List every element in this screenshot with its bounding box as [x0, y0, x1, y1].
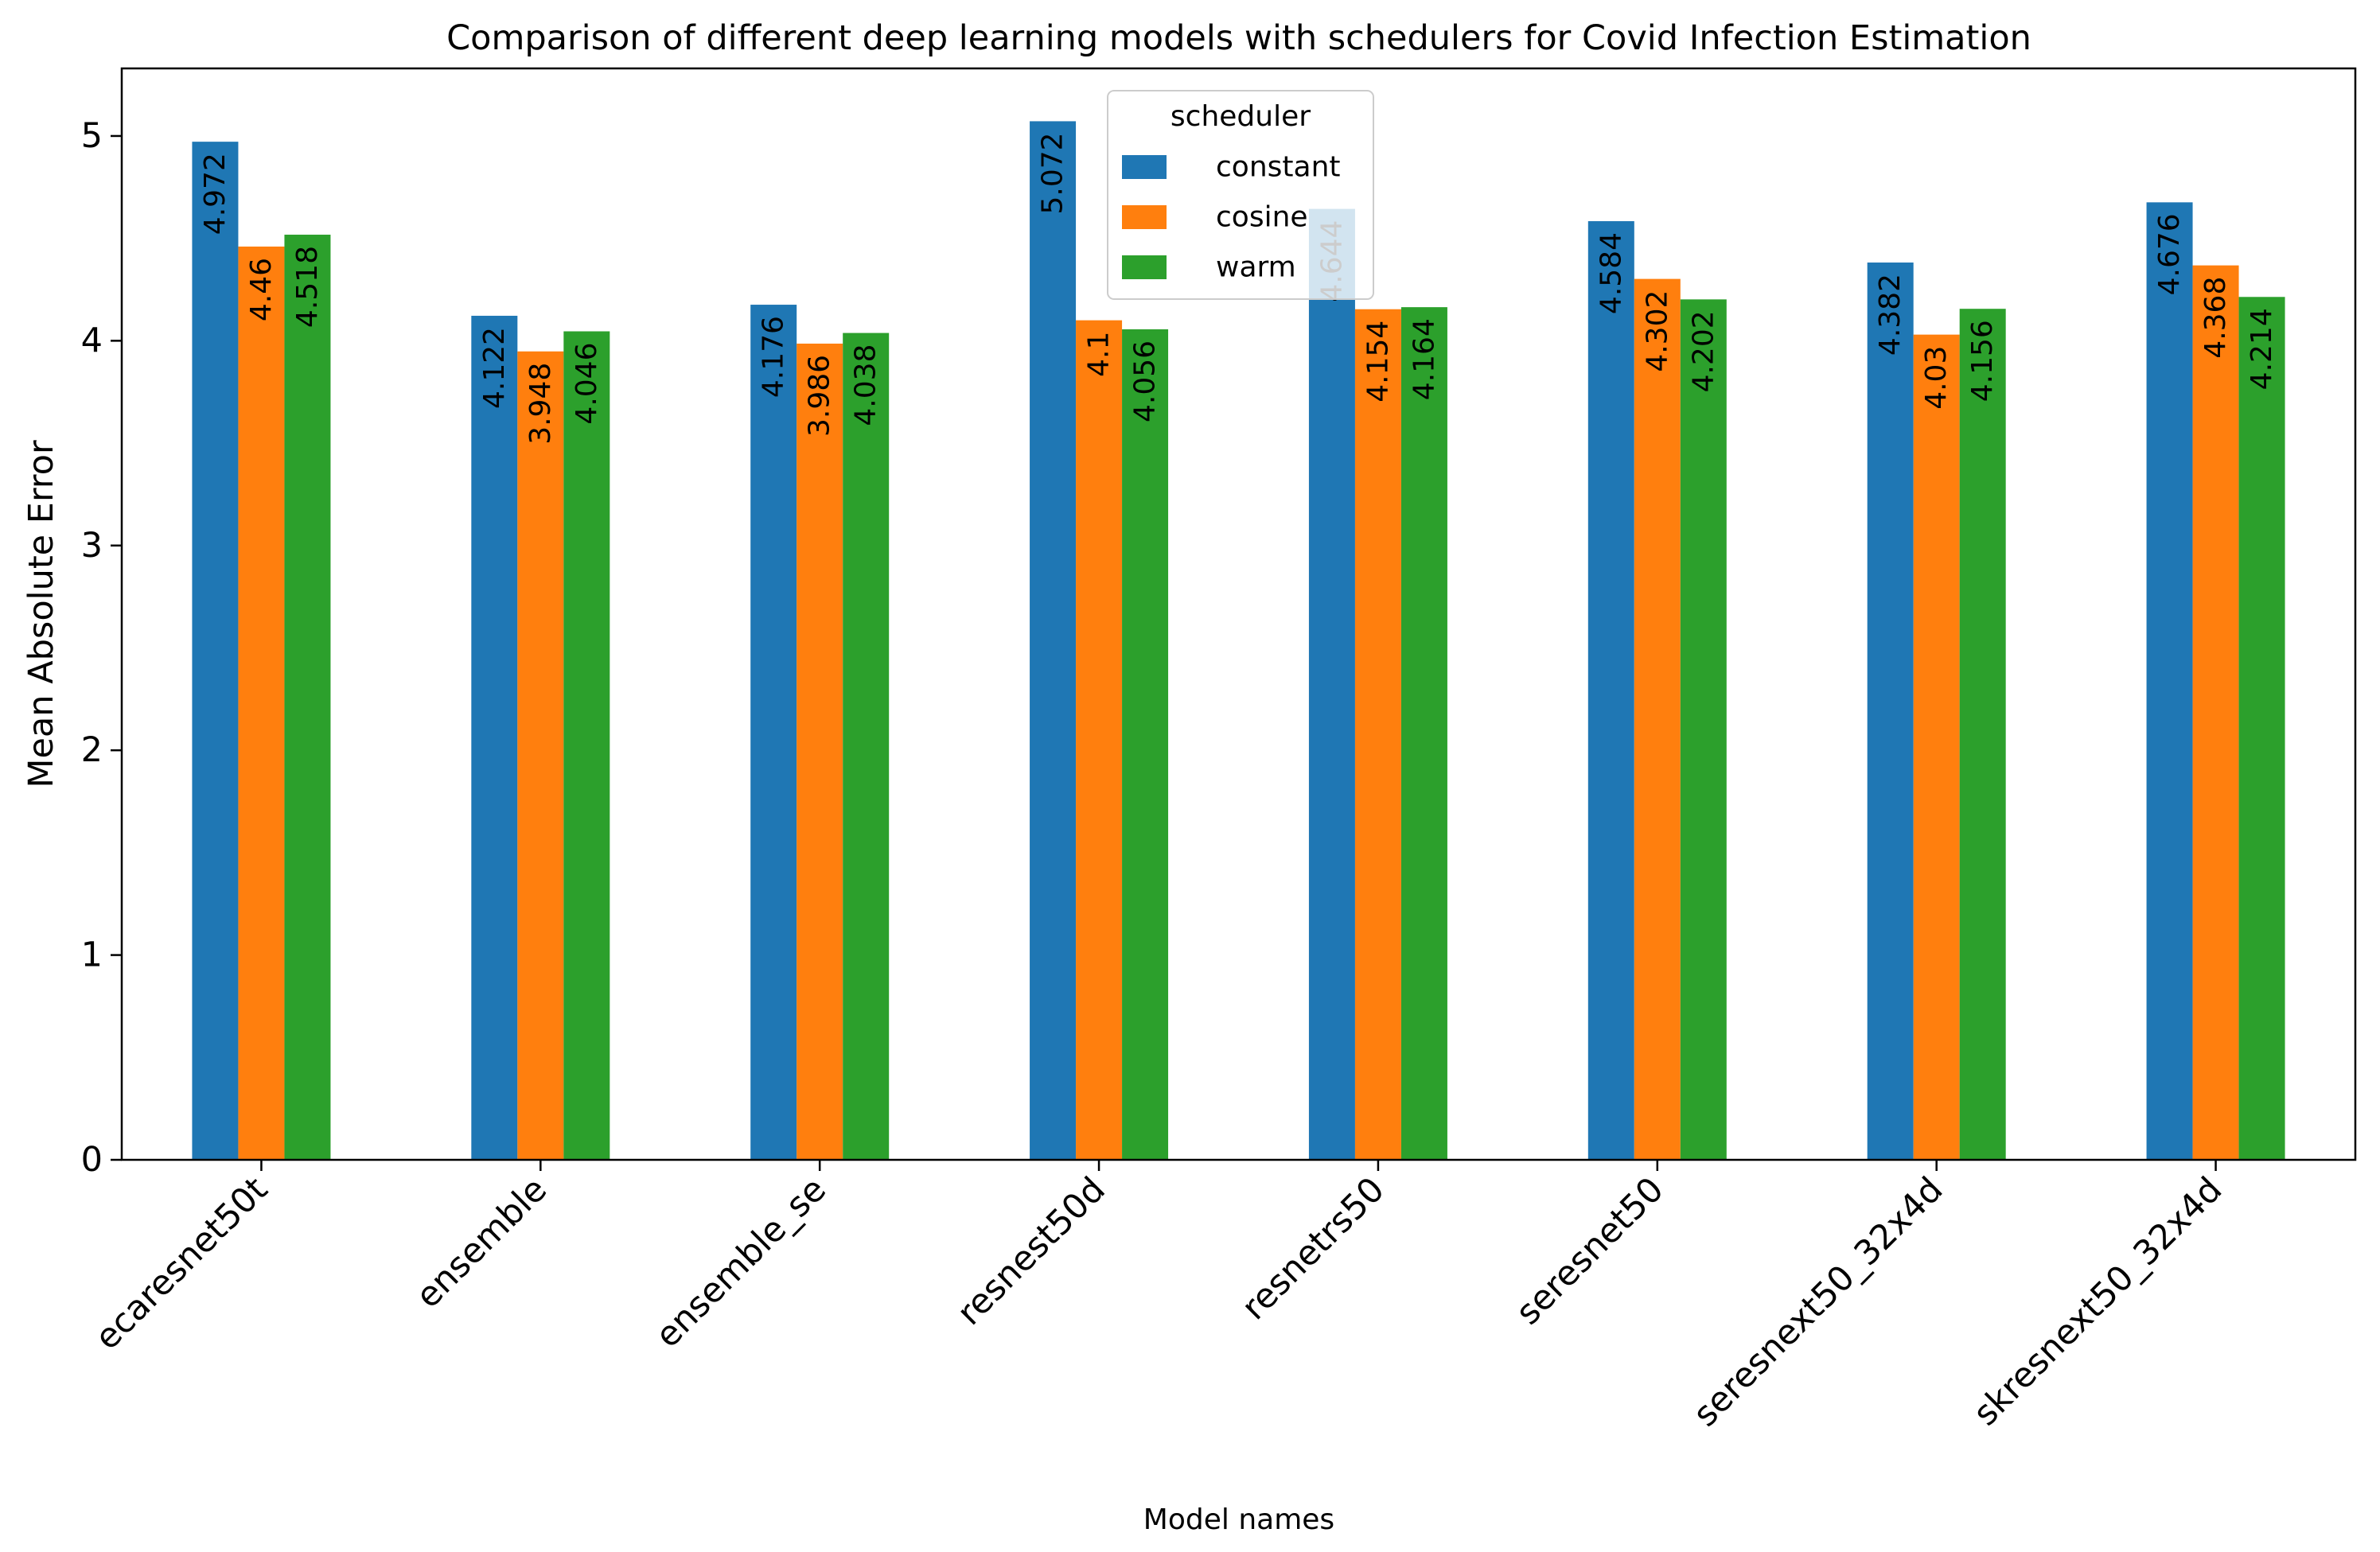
data-label-constant-seresnet50: 4.584	[1595, 232, 1627, 314]
x-axis-label: Model names	[1143, 1503, 1334, 1536]
x-tick-label-skresnext50_32x4d: skresnext50_32x4d	[1966, 1169, 2230, 1433]
data-label-constant-ensemble_se: 4.176	[758, 316, 790, 398]
y-tick-label: 4	[81, 321, 103, 360]
bar-constant-resnetrs50	[1308, 208, 1355, 1160]
legend: scheduler constant cosine warm	[1107, 90, 1374, 300]
bar-warm-ecaresnet50t	[284, 235, 331, 1161]
data-label-cosine-ecaresnet50t: 4.46	[245, 258, 278, 321]
legend-items: constant cosine warm	[1122, 151, 1341, 284]
legend-box	[1107, 90, 1374, 300]
bar-cosine-ensemble_se	[797, 343, 843, 1161]
bar-labels-layer: 4.9724.1224.1765.0724.6444.5844.3824.676…	[199, 132, 2278, 444]
bar-constant-ensemble_se	[750, 305, 797, 1161]
bar-cosine-resnest50d	[1076, 320, 1123, 1161]
legend-title: scheduler	[1171, 100, 1311, 133]
plot-frame	[120, 67, 2357, 1161]
y-axis: 0 1 2 3 4 5	[81, 116, 122, 1180]
data-label-cosine-ensemble: 3.948	[524, 363, 557, 445]
data-label-cosine-seresnext50_32x4d: 4.03	[1920, 346, 1953, 410]
y-tick-label: 3	[81, 526, 103, 566]
bar-warm-skresnext50_32x4d	[2238, 297, 2285, 1161]
x-tick-label-resnest50d: resnest50d	[949, 1169, 1112, 1332]
y-tick-label: 5	[81, 116, 103, 156]
y-tick-label: 2	[81, 730, 103, 770]
bar-warm-resnetrs50	[1400, 307, 1447, 1160]
data-label-constant-skresnext50_32x4d: 4.676	[2153, 213, 2186, 295]
data-label-cosine-resnest50d: 4.1	[1083, 332, 1116, 377]
bar-constant-seresnet50	[1587, 221, 1634, 1160]
bar-constant-ecaresnet50t	[192, 142, 239, 1161]
legend-label-warm: warm	[1216, 251, 1296, 284]
chart-title: Comparison of different deep learning mo…	[446, 18, 2031, 58]
bar-constant-seresnext50_32x4d	[1867, 263, 1914, 1160]
data-label-warm-ensemble_se: 4.038	[850, 344, 882, 426]
legend-swatch-warm	[1122, 255, 1167, 279]
data-label-cosine-skresnext50_32x4d: 4.368	[2199, 277, 2232, 359]
data-label-warm-resnetrs50: 4.164	[1408, 318, 1440, 400]
x-axis: ecaresnet50t ensemble ensemble_se resnest50…	[88, 1160, 2230, 1434]
x-tick-label-ensemble_se: ensemble_se	[648, 1169, 834, 1356]
bar-cosine-ensemble	[517, 351, 564, 1161]
bar-constant-ensemble	[471, 315, 518, 1160]
data-label-warm-seresnet50: 4.202	[1687, 310, 1720, 392]
data-label-cosine-ensemble_se: 3.986	[804, 355, 836, 437]
x-tick-label-seresnext50_32x4d: seresnext50_32x4d	[1686, 1169, 1951, 1434]
bar-warm-ensemble_se	[843, 333, 890, 1161]
data-label-warm-resnest50d: 4.056	[1129, 340, 1162, 422]
bar-cosine-skresnext50_32x4d	[2192, 265, 2239, 1160]
data-label-cosine-seresnet50: 4.302	[1641, 290, 1673, 372]
legend-label-constant: constant	[1216, 151, 1341, 184]
y-tick-label: 1	[81, 935, 103, 975]
legend-swatch-cosine	[1122, 205, 1167, 229]
data-label-constant-resnest50d: 5.072	[1037, 132, 1069, 214]
bar-cosine-seresnext50_32x4d	[1913, 334, 1960, 1160]
data-label-cosine-resnetrs50: 4.154	[1361, 321, 1394, 403]
data-label-constant-ensemble: 4.122	[478, 327, 511, 409]
bar-warm-seresnet50	[1680, 299, 1727, 1160]
y-tick-label: 0	[81, 1140, 103, 1180]
bar-cosine-resnetrs50	[1354, 309, 1401, 1160]
data-label-warm-ensemble: 4.046	[571, 343, 603, 425]
x-tick-label-seresnet50: seresnet50	[1509, 1169, 1672, 1332]
bar-constant-resnest50d	[1030, 121, 1077, 1161]
bar-cosine-ecaresnet50t	[238, 246, 285, 1160]
data-label-warm-seresnext50_32x4d: 4.156	[1966, 320, 1999, 402]
data-label-constant-seresnext50_32x4d: 4.382	[1874, 274, 1907, 356]
bar-warm-resnest50d	[1122, 329, 1169, 1161]
bars-layer	[192, 121, 2285, 1161]
legend-label-cosine: cosine	[1216, 201, 1308, 234]
data-label-warm-skresnext50_32x4d: 4.214	[2246, 308, 2278, 390]
bar-warm-seresnext50_32x4d	[1959, 309, 2006, 1160]
x-tick-label-ensemble: ensemble	[408, 1169, 555, 1316]
x-tick-label-resnetrs50: resnetrs50	[1234, 1169, 1393, 1328]
bar-constant-skresnext50_32x4d	[2146, 202, 2193, 1161]
legend-swatch-constant	[1122, 155, 1167, 179]
bar-cosine-seresnet50	[1634, 278, 1681, 1160]
x-tick-label-ecaresnet50t: ecaresnet50t	[88, 1169, 275, 1357]
data-label-warm-ecaresnet50t: 4.518	[291, 246, 324, 328]
y-axis-label: Mean Absolute Error	[21, 440, 61, 788]
data-label-constant-ecaresnet50t: 4.972	[199, 153, 232, 235]
bar-warm-ensemble	[563, 331, 610, 1160]
